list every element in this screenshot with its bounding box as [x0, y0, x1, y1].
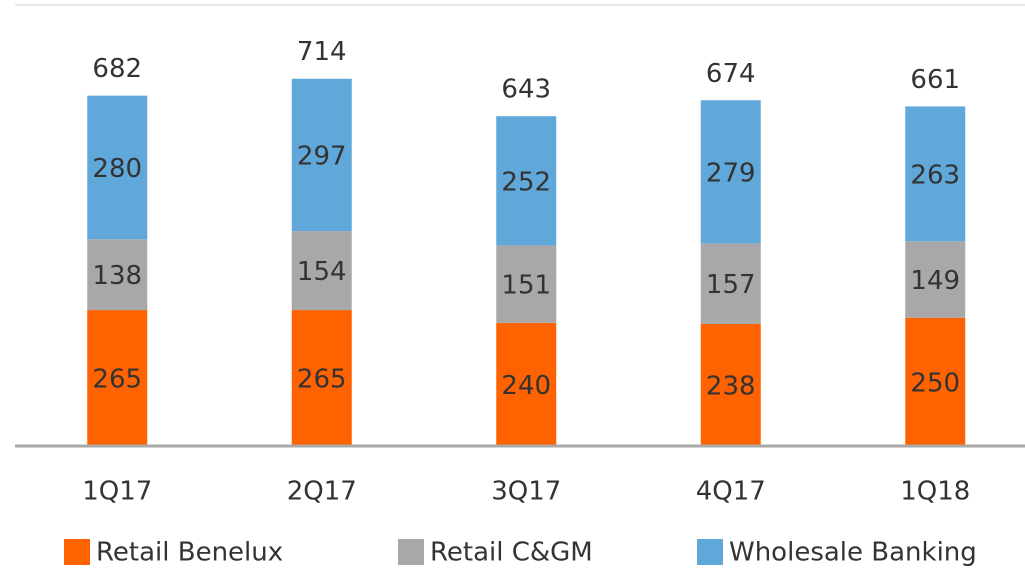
- bar-segment: [87, 239, 148, 311]
- bar-segment: [905, 106, 966, 242]
- data-label: 138: [92, 261, 142, 291]
- bar-segment: [905, 241, 966, 318]
- bar-segment: [905, 317, 966, 446]
- data-label: 280: [92, 154, 142, 184]
- bar-segment: [87, 95, 148, 240]
- total-label: 714: [297, 37, 347, 67]
- legend-swatch: [64, 539, 90, 565]
- data-label: 250: [910, 368, 960, 398]
- legend-swatch: [697, 539, 723, 565]
- data-label: 157: [706, 270, 756, 300]
- bar-segment: [496, 116, 557, 246]
- x-tick-label: 3Q17: [491, 477, 561, 507]
- x-tick-label: 1Q17: [82, 477, 152, 507]
- bar-segment: [496, 322, 557, 446]
- total-label: 682: [92, 54, 142, 84]
- x-tick-label: 4Q17: [696, 477, 766, 507]
- data-label: 265: [297, 365, 347, 395]
- bar-segment: [496, 245, 557, 323]
- data-label: 279: [706, 158, 756, 188]
- bar-segment: [700, 100, 761, 244]
- data-label: 265: [92, 365, 142, 395]
- data-label: 297: [297, 141, 347, 171]
- data-label: 263: [910, 160, 960, 190]
- bar-segment: [700, 243, 761, 324]
- total-label: 674: [706, 59, 756, 89]
- total-label: 643: [501, 75, 551, 105]
- legend-label: Wholesale Banking: [729, 538, 977, 568]
- data-label: 154: [297, 257, 347, 287]
- data-label: 151: [501, 271, 551, 301]
- legend-label: Retail C&GM: [430, 538, 593, 568]
- data-label: 240: [501, 371, 551, 401]
- x-tick-label: 2Q17: [287, 477, 357, 507]
- bar-segment: [700, 323, 761, 446]
- data-label: 149: [910, 266, 960, 296]
- bar-segment: [291, 78, 352, 232]
- bar-segment: [291, 310, 352, 446]
- legend-swatch: [398, 539, 424, 565]
- bar-segment: [87, 310, 148, 446]
- x-tick-label: 1Q18: [900, 477, 970, 507]
- total-label: 661: [910, 65, 960, 95]
- data-label: 252: [501, 167, 551, 197]
- bar-segment: [291, 231, 352, 311]
- legend-label: Retail Benelux: [96, 538, 283, 568]
- data-label: 238: [706, 371, 756, 401]
